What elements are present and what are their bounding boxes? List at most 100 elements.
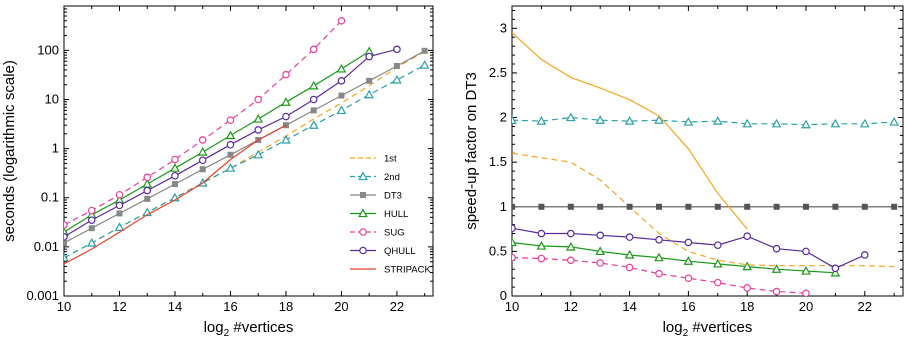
data-point-qhull [254, 126, 263, 134]
data-point-qhull [684, 238, 693, 247]
x-axis-label: log2 #vertices [204, 319, 294, 339]
data-point-sug [115, 190, 124, 199]
plot-frame [511, 5, 904, 297]
data-point-qhull [743, 232, 751, 241]
series-line-1st [64, 50, 425, 259]
data-point-dt3 [538, 203, 545, 210]
legend-marker-qhull [359, 246, 367, 255]
data-point-sug [171, 155, 179, 164]
x-tick-label: 14 [622, 299, 636, 314]
left-chart-panel: 10 12 14 16 18 20 22 0.001 0.01 0.1 1 10 100 log2 #ve… [1, 5, 434, 339]
data-point-2nd [889, 116, 900, 126]
data-point-hull [197, 147, 208, 156]
data-point-qhull [87, 216, 96, 224]
data-point-qhull [309, 95, 318, 104]
x-tick-label: 16 [223, 299, 237, 314]
x-tick-label: 12 [564, 299, 578, 314]
data-point-hull [683, 256, 694, 265]
data-point-sug [684, 274, 693, 282]
data-point-dt3 [116, 210, 123, 217]
data-point-2nd [336, 105, 347, 115]
data-point-dt3 [64, 239, 67, 246]
data-point-dt3 [597, 203, 604, 210]
y-tick-label: 0.001 [26, 288, 59, 303]
data-point-dt3 [310, 107, 317, 114]
data-point-qhull [566, 229, 575, 238]
data-point-qhull [596, 231, 604, 240]
legend-label-hull: HULL [384, 209, 408, 220]
data-point-dt3 [744, 203, 751, 210]
data-point-dt3 [227, 151, 234, 158]
y-axis-label: speed-up factor on DT3 [463, 72, 480, 230]
data-point-2nd [64, 252, 69, 262]
y-tick-label: 1 [52, 141, 59, 156]
data-point-hull [142, 179, 153, 188]
series-line-hull [64, 50, 370, 233]
data-point-hull [512, 237, 517, 247]
data-point-dt3 [773, 203, 780, 210]
data-point-dt3 [393, 63, 400, 70]
data-point-dt3 [338, 92, 345, 99]
series-line-dt3 [64, 50, 425, 244]
data-point-2nd [565, 112, 576, 122]
x-tick-label: 22 [858, 299, 872, 314]
data-point-dt3 [171, 181, 178, 188]
legend-marker-sug [359, 228, 367, 236]
data-point-hull [712, 258, 723, 268]
data-point-hull [308, 80, 319, 90]
data-point-2nd [419, 60, 430, 69]
data-point-2nd [742, 118, 753, 128]
legend-label-stripack: STRIPACK [384, 265, 431, 276]
plot-frame [63, 5, 434, 297]
data-point-qhull [171, 171, 179, 180]
data-point-dt3 [626, 203, 633, 210]
data-point-2nd [712, 116, 723, 125]
data-point-dt3 [891, 203, 898, 210]
data-point-2nd [392, 74, 402, 84]
y-tick-label: 1 [500, 199, 507, 214]
data-point-dt3 [861, 203, 868, 210]
data-point-hull [771, 264, 782, 273]
data-point-qhull [393, 45, 401, 54]
data-point-dt3 [366, 77, 373, 84]
data-point-sug [64, 221, 68, 229]
data-point-sug [87, 206, 96, 215]
legend-label-2nd: 2nd [384, 172, 400, 183]
data-point-2nd [253, 149, 264, 159]
data-point-hull [830, 267, 841, 277]
legend-label-qhull: QHULL [384, 246, 416, 257]
data-point-dt3 [714, 203, 721, 210]
data-point-qhull [337, 77, 346, 85]
data-point-2nd [859, 118, 870, 128]
data-point-sug [566, 256, 575, 265]
data-point-sug [596, 259, 604, 267]
data-point-2nd [654, 115, 664, 124]
data-point-qhull [226, 140, 235, 149]
data-point-2nd [308, 120, 319, 129]
data-point-2nd [830, 118, 841, 128]
right-chart-panel: 10 12 14 16 18 20 22 0 0.5 1 1.5 2 2.5 3 log2 #vertice… [463, 5, 904, 339]
series-line-sug [64, 20, 342, 226]
data-point-2nd [536, 116, 547, 125]
y-tick-label: 0.01 [34, 239, 59, 254]
legend-label-dt3: DT3 [384, 191, 402, 202]
series-line-stripack [64, 124, 287, 265]
legend-marker-hull [358, 208, 368, 218]
y-tick-label: 3 [500, 20, 507, 35]
series-line-2nd [512, 116, 895, 126]
legend-label-sug: SUG [384, 228, 405, 239]
data-point-qhull [64, 233, 68, 241]
legend-marker-dt3 [360, 192, 366, 198]
series-line-stripack [512, 32, 748, 230]
data-point-qhull [713, 241, 722, 249]
data-point-2nd [683, 116, 694, 126]
data-point-2nd [595, 115, 606, 124]
data-point-qhull [282, 112, 290, 121]
x-tick-label: 12 [112, 299, 126, 314]
data-point-sug [743, 284, 751, 292]
data-point-qhull [143, 186, 152, 195]
data-point-qhull [860, 251, 869, 259]
data-point-qhull [625, 233, 634, 241]
data-point-dt3 [199, 166, 206, 173]
